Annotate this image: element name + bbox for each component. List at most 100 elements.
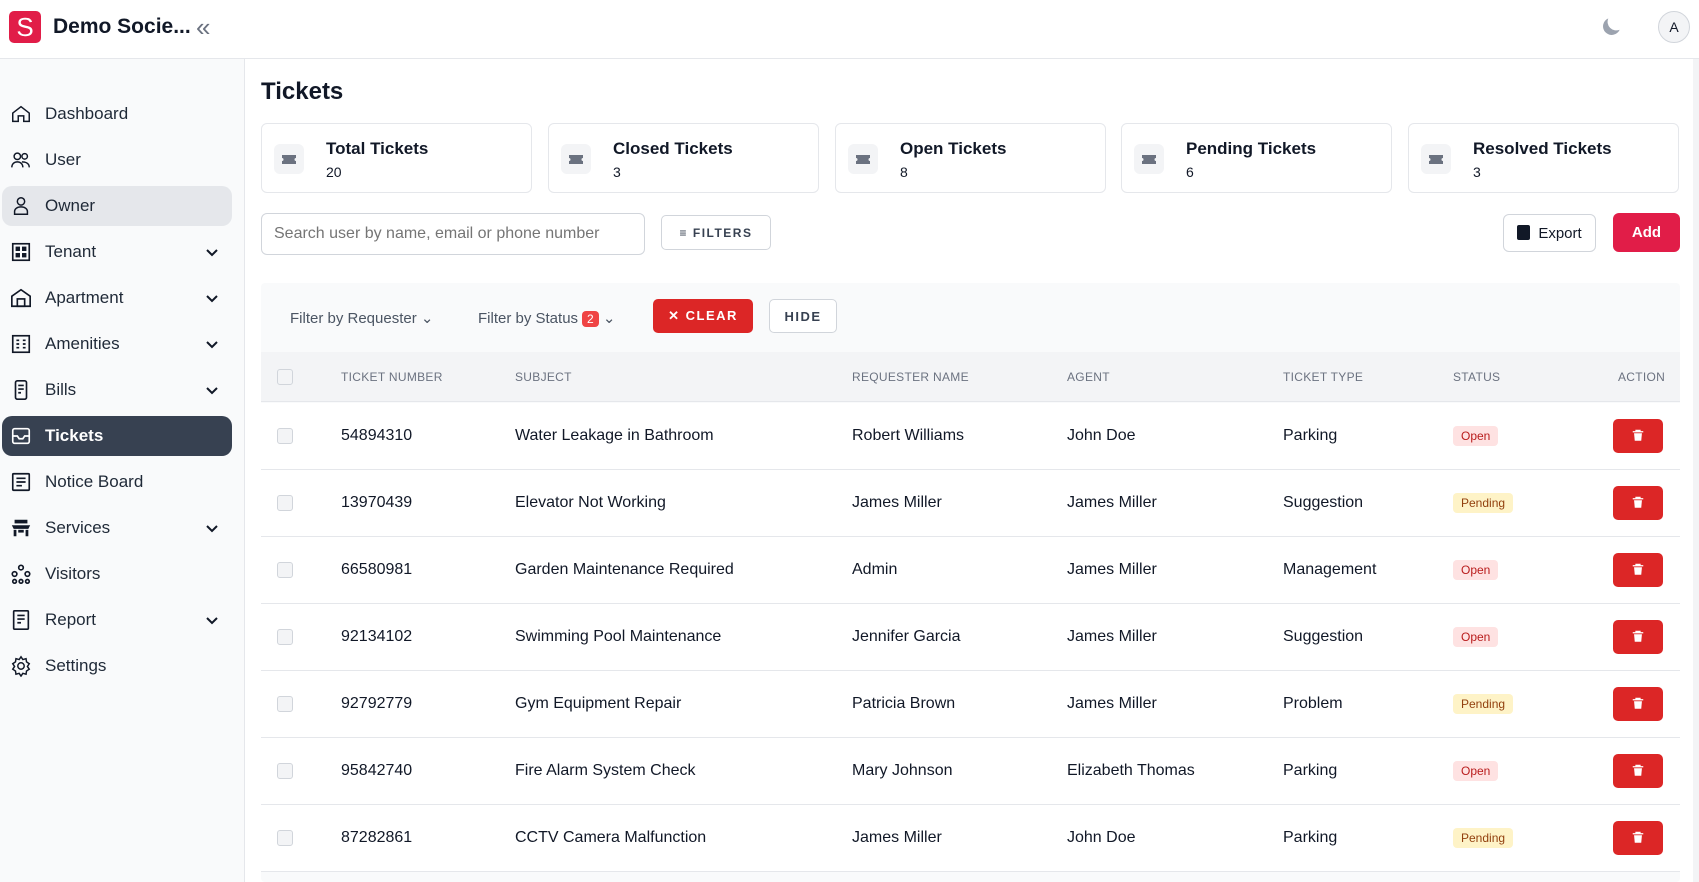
table-row[interactable]: 54894310 Water Leakage in Bathroom Robert … <box>261 403 1680 470</box>
table-row[interactable]: 87282861 CCTV Camera Malfunction James Mil… <box>261 805 1680 872</box>
hide-filters-button[interactable]: HIDE <box>769 299 837 333</box>
sidebar-item-label: Tickets <box>45 426 104 445</box>
ticket-icon <box>11 427 31 445</box>
agent-name: John Doe <box>1067 829 1136 846</box>
filters-label: FILTERS <box>692 225 753 240</box>
row-checkbox[interactable] <box>277 696 293 712</box>
col-requester-name[interactable]: REQUESTER NAME <box>852 370 969 384</box>
ticket-icon <box>1421 144 1451 174</box>
status-badge: Pending <box>1453 493 1514 513</box>
card-value: 8 <box>900 164 908 180</box>
sidebar-item-tickets[interactable]: Tickets <box>2 416 232 456</box>
trash-icon <box>1632 496 1644 508</box>
delete-button[interactable] <box>1613 620 1663 654</box>
col-status[interactable]: STATUS <box>1453 370 1501 384</box>
col-subject[interactable]: SUBJECT <box>515 370 572 384</box>
status-badge: Open <box>1453 627 1499 647</box>
agent-name: Elizabeth Thomas <box>1067 762 1195 779</box>
ticket-subject: Garden Maintenance Required <box>515 561 734 578</box>
sidebar-item-services[interactable]: Services <box>2 508 232 548</box>
requester-name: Robert Williams <box>852 427 965 444</box>
delete-button[interactable] <box>1613 687 1663 721</box>
sidebar-item-label: Report <box>45 610 97 629</box>
ticket-number: 92134102 <box>341 628 413 645</box>
status-badge: Pending <box>1453 828 1514 848</box>
sidebar-item-user[interactable]: User <box>2 140 232 180</box>
ticket-number: 13970439 <box>341 494 413 511</box>
ticket-number: 95842740 <box>341 762 413 779</box>
ticket-icon <box>561 144 591 174</box>
col-action: ACTION <box>1618 370 1666 384</box>
delete-button[interactable] <box>1613 553 1663 587</box>
filter-status-select[interactable]: Filter by Status 2 ⌄ <box>478 309 615 327</box>
requester-name: Mary Johnson <box>852 762 953 779</box>
delete-button[interactable] <box>1613 486 1663 520</box>
scrollbar[interactable] <box>1693 59 1699 882</box>
sidebar-item-tenant[interactable]: Tenant <box>2 232 232 272</box>
sidebar-item-owner[interactable]: Owner <box>2 186 232 226</box>
ticket-icon <box>274 144 304 174</box>
search-input[interactable] <box>261 213 645 255</box>
table-header: TICKET NUMBER SUBJECT REQUESTER NAME AGE… <box>261 352 1680 402</box>
col-ticket-type[interactable]: TICKET TYPE <box>1283 370 1364 384</box>
card-title: Open Tickets <box>900 139 1007 158</box>
sidebar-item-dashboard[interactable]: Dashboard <box>2 94 232 134</box>
row-checkbox[interactable] <box>277 629 293 645</box>
sidebar-item-settings[interactable]: Settings <box>2 646 232 686</box>
requester-name: Jennifer Garcia <box>852 628 961 645</box>
delete-button[interactable] <box>1613 419 1663 453</box>
table-row[interactable]: 13970439 Elevator Not Working James Miller… <box>261 470 1680 537</box>
table-row[interactable]: 95842740 Fire Alarm System Check Mary John… <box>261 738 1680 805</box>
trash-icon <box>1632 831 1644 843</box>
export-button[interactable]: Export <box>1503 214 1596 252</box>
row-checkbox[interactable] <box>277 495 293 511</box>
agent-name: James Miller <box>1067 628 1157 645</box>
delete-button[interactable] <box>1613 754 1663 788</box>
building-icon <box>11 288 31 308</box>
ticket-type: Parking <box>1283 762 1338 779</box>
card-title: Pending Tickets <box>1186 139 1317 158</box>
sidebar-item-visitors[interactable]: Visitors <box>2 554 232 594</box>
trash-icon <box>1632 697 1644 709</box>
add-button[interactable]: Add <box>1613 213 1680 252</box>
delete-button[interactable] <box>1613 821 1663 855</box>
ticket-type: Problem <box>1283 695 1343 712</box>
sidebar-item-label: Dashboard <box>45 104 129 123</box>
row-checkbox[interactable] <box>277 562 293 578</box>
amenities-icon <box>11 334 31 354</box>
sidebar-item-label: Visitors <box>45 564 101 583</box>
filters-button[interactable]: ≡ FILTERS <box>661 215 771 250</box>
sidebar-item-label: Settings <box>45 656 107 675</box>
col-ticket-number[interactable]: TICKET NUMBER <box>341 370 443 384</box>
bill-icon <box>14 380 28 400</box>
sidebar-item-notice-board[interactable]: Notice Board <box>2 462 232 502</box>
collapse-sidebar-icon[interactable]: « <box>196 12 211 42</box>
chevron-down-icon <box>206 295 218 303</box>
stat-card-resolved: Resolved Tickets 3 <box>1408 123 1679 193</box>
sidebar-item-amenities[interactable]: Amenities <box>2 324 232 364</box>
table-row[interactable]: 92134102 Swimming Pool Maintenance Jennife… <box>261 604 1680 671</box>
row-checkbox[interactable] <box>277 763 293 779</box>
row-checkbox[interactable] <box>277 830 293 846</box>
row-checkbox[interactable] <box>277 428 293 444</box>
ticket-number: 92792779 <box>341 695 413 712</box>
table-row[interactable]: 92792779 Gym Equipment Repair Patricia Bro… <box>261 671 1680 738</box>
sidebar-item-bills[interactable]: Bills <box>2 370 232 410</box>
stat-card-open: Open Tickets 8 <box>835 123 1106 193</box>
clear-filters-button[interactable]: ✕ CLEAR <box>653 299 753 333</box>
filter-status-label: Filter by Status <box>478 310 579 327</box>
sidebar-item-label: Notice Board <box>45 472 144 491</box>
ticket-subject: CCTV Camera Malfunction <box>515 829 707 846</box>
requester-name: James Miller <box>852 829 942 846</box>
avatar[interactable]: A <box>1658 11 1690 43</box>
sidebar-item-report[interactable]: Report <box>2 600 232 640</box>
filter-requester-select[interactable]: Filter by Requester ⌄ <box>290 309 433 327</box>
sidebar-item-label: Tenant <box>45 242 97 261</box>
stat-card-total: Total Tickets 20 <box>261 123 532 193</box>
moon-icon[interactable] <box>1598 14 1624 40</box>
col-agent[interactable]: AGENT <box>1067 370 1110 384</box>
select-all-checkbox[interactable] <box>277 369 293 385</box>
sidebar-item-apartment[interactable]: Apartment <box>2 278 232 318</box>
ticket-type: Suggestion <box>1283 628 1364 645</box>
table-row[interactable]: 66580981 Garden Maintenance Required Admin… <box>261 537 1680 604</box>
